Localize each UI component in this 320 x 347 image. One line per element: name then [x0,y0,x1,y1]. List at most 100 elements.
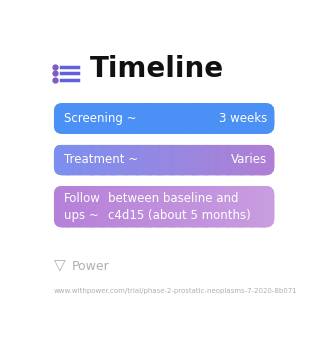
Bar [208,103,210,134]
Bar [158,103,161,134]
Bar [61,103,63,134]
Text: between baseline and
c4d15 (about 5 months): between baseline and c4d15 (about 5 mont… [108,192,251,222]
Bar [91,186,92,227]
Bar [138,186,140,227]
Bar [127,186,129,227]
Bar [155,186,157,227]
Bar [65,186,67,227]
Bar [116,103,118,134]
Bar [94,144,96,175]
Bar [118,103,120,134]
Bar [228,103,230,134]
Bar [144,186,146,227]
Bar [186,144,188,175]
Bar [92,186,94,227]
Bar [269,144,271,175]
Bar [83,186,85,227]
Bar [164,144,166,175]
Bar [68,186,70,227]
Bar [120,186,122,227]
Bar [177,144,179,175]
Bar [195,103,197,134]
Bar [225,186,227,227]
Bar [258,186,260,227]
Bar [237,186,240,227]
Bar [144,103,146,134]
Bar [148,186,149,227]
Bar [166,144,168,175]
Bar [120,103,122,134]
Bar [228,144,230,175]
Bar [83,103,85,134]
Bar [227,103,228,134]
Bar [254,144,256,175]
Bar [243,186,245,227]
Bar [239,103,242,134]
Bar [245,103,247,134]
Bar [140,144,142,175]
Bar [197,144,199,175]
Bar [142,103,144,134]
Bar [67,186,68,227]
Bar [63,144,65,175]
Bar [157,103,159,134]
Bar [136,103,139,134]
Bar [247,103,249,134]
Bar [61,186,63,227]
Bar [199,144,201,175]
Bar [236,186,238,227]
Bar [251,186,252,227]
Bar [67,103,68,134]
Bar [157,144,159,175]
Bar [195,144,197,175]
Bar [175,186,177,227]
Bar [166,186,168,227]
Bar [221,144,223,175]
Bar [98,186,100,227]
Bar [273,144,275,175]
Bar [55,186,58,227]
Bar [180,144,183,175]
Bar [74,186,76,227]
Bar [72,186,74,227]
Bar [116,144,118,175]
Bar [214,186,216,227]
Bar [114,186,116,227]
Bar [206,144,208,175]
Bar [55,144,58,175]
Bar [74,103,76,134]
Bar [193,186,196,227]
Bar [103,186,105,227]
Bar [267,103,269,134]
Bar [148,103,149,134]
Bar [168,186,170,227]
Bar [155,103,157,134]
Bar [122,103,124,134]
Bar [57,186,60,227]
Bar [271,144,273,175]
Bar [223,186,225,227]
Bar [70,103,72,134]
Bar [273,186,275,227]
Bar [201,144,203,175]
Bar [164,186,166,227]
Bar [182,144,185,175]
Bar [92,103,94,134]
Bar [131,186,133,227]
Bar [146,103,148,134]
Bar [81,103,83,134]
Bar [91,103,92,134]
Bar [190,186,192,227]
Bar [57,144,60,175]
Bar [247,186,249,227]
Bar [85,103,87,134]
Bar [113,103,115,134]
Bar [83,144,85,175]
Bar [89,144,91,175]
Bar [265,103,267,134]
Bar [149,186,151,227]
Bar [247,144,249,175]
Text: Timeline: Timeline [90,55,224,83]
Bar [87,103,89,134]
Bar [118,144,120,175]
